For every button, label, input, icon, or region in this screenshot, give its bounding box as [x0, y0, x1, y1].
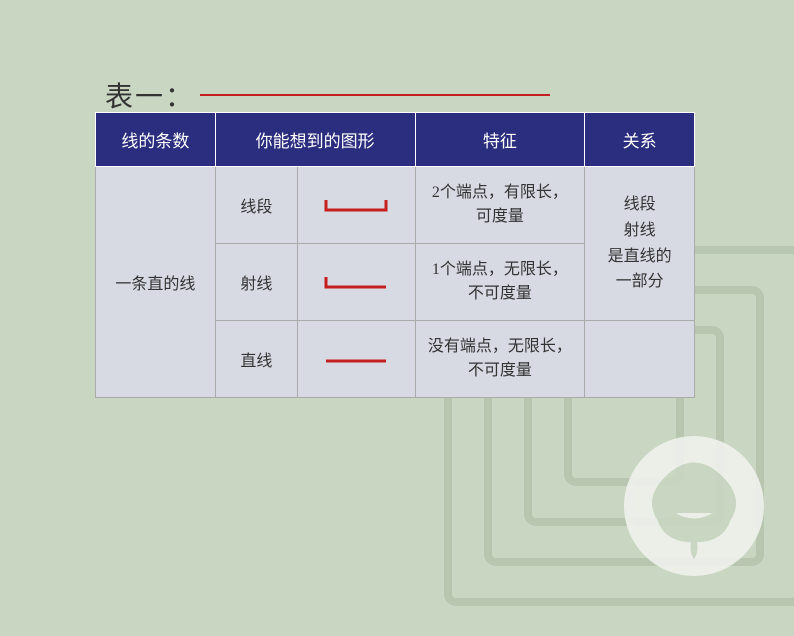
shape-name: 射线	[215, 244, 297, 321]
dragon-ornament	[624, 436, 764, 576]
table-header-row: 线的条数 你能想到的图形 特征 关系	[96, 113, 695, 167]
title-underline	[200, 94, 550, 96]
table-row: 一条直的线 线段 2个端点，有限长，可度量 线段射线是直线的一部分	[96, 167, 695, 244]
page-title: 表一：	[105, 75, 195, 115]
shape-name: 直线	[215, 321, 297, 398]
feature-text: 没有端点，无限长，不可度量	[415, 321, 585, 398]
col-count: 线的条数	[96, 113, 216, 167]
shape-segment	[297, 167, 415, 244]
feature-text: 1个端点，无限长，不可度量	[415, 244, 585, 321]
relation-text: 线段射线是直线的一部分	[585, 167, 695, 321]
shape-name: 线段	[215, 167, 297, 244]
table-body: 一条直的线 线段 2个端点，有限长，可度量 线段射线是直线的一部分 射线 1个端…	[96, 167, 695, 398]
col-feature: 特征	[415, 113, 585, 167]
row-label: 一条直的线	[96, 167, 216, 398]
col-shape: 你能想到的图形	[215, 113, 415, 167]
shape-line	[297, 321, 415, 398]
feature-text: 2个端点，有限长，可度量	[415, 167, 585, 244]
col-relation: 关系	[585, 113, 695, 167]
relation-empty	[585, 321, 695, 398]
shape-ray	[297, 244, 415, 321]
lines-table: 线的条数 你能想到的图形 特征 关系 一条直的线 线段 2个端点，有限长，可度量…	[95, 112, 695, 398]
title-area: 表一：	[105, 75, 550, 115]
